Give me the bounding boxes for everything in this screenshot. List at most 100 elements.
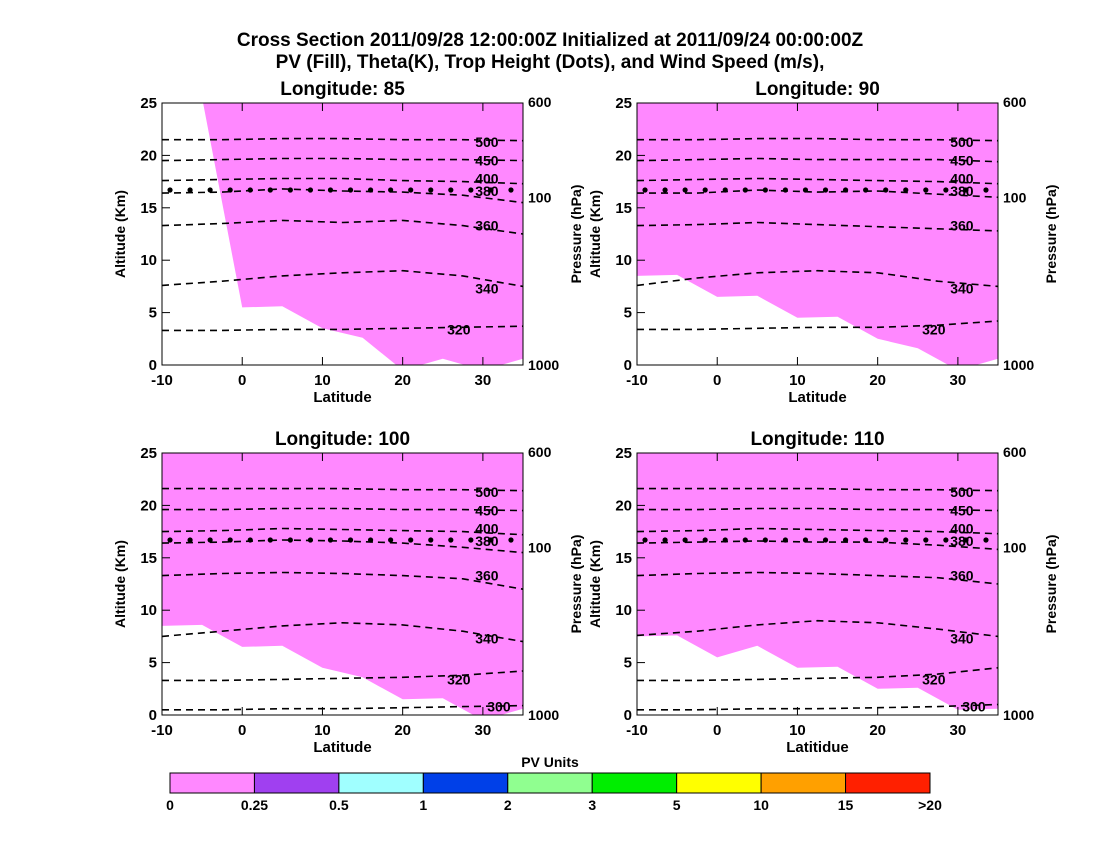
trop-height-dot: [662, 537, 668, 543]
x-tick-label: 10: [314, 372, 331, 389]
trop-height-dot: [307, 187, 314, 193]
x-tick-label: -10: [626, 372, 648, 389]
y-axis-label: Altitude (Km): [587, 190, 603, 278]
theta-label: 320: [447, 321, 471, 337]
y-tick-label: 15: [140, 200, 157, 217]
theta-label: 300: [962, 699, 986, 715]
trop-height-dot: [642, 537, 648, 543]
trop-height-dot: [983, 187, 989, 193]
theta-label: 450: [950, 503, 974, 519]
trop-height-dot: [267, 537, 273, 543]
theta-label: 360: [950, 568, 974, 584]
trop-height-dot: [408, 537, 414, 543]
y-tick-label: 5: [149, 305, 157, 322]
x-tick-label: 10: [789, 722, 806, 739]
y-tick-label: 5: [149, 655, 157, 672]
theta-label: 450: [475, 153, 499, 169]
trop-height-dot: [722, 187, 728, 193]
theta-label: 380: [475, 533, 499, 549]
panel-3: [161, 452, 524, 716]
theta-contour-380: [162, 539, 523, 554]
figure-title-line2: PV (Fill), Theta(K), Trop Height (Dots),…: [275, 52, 825, 73]
axes-frame: [636, 452, 999, 716]
y-tick-label: 20: [140, 147, 157, 164]
theta-label: 500: [475, 484, 499, 500]
theta-label: 400: [950, 520, 974, 536]
trop-height-dot: [863, 187, 869, 193]
trop-height-dot: [388, 537, 394, 543]
trop-height-dot: [963, 187, 969, 193]
colorbar-swatch: [338, 772, 424, 794]
trop-height-dot: [883, 537, 889, 543]
theta-label: 450: [950, 153, 974, 169]
trop-height-dot: [207, 187, 213, 193]
colorbar-swatch: [591, 772, 678, 794]
x-tick-label: 20: [394, 722, 411, 739]
trop-height-dot: [983, 537, 989, 543]
panel-title: Longitude: 110: [750, 429, 884, 450]
trop-height-dot: [408, 187, 414, 193]
y-tick-label: 25: [615, 95, 632, 112]
pressure-axis-label: Pressure (hPa): [568, 535, 584, 634]
trop-height-dot: [187, 537, 193, 543]
pressure-tick-label: 1000: [528, 707, 559, 723]
panel-1: [161, 102, 524, 366]
colorbar-title: PV Units: [521, 754, 579, 770]
trop-height-dot: [742, 187, 748, 193]
x-tick-label: 0: [238, 372, 246, 389]
y-tick-label: 20: [140, 497, 157, 514]
theta-label: 340: [950, 280, 974, 296]
trop-height-dot: [247, 187, 253, 193]
theta-label: 320: [922, 671, 946, 687]
x-tick-label: 10: [314, 722, 331, 739]
x-tick-label: 10: [789, 372, 806, 389]
pressure-tick-label: 100: [528, 540, 552, 556]
trop-height-dot: [428, 187, 434, 193]
y-tick-label: 15: [615, 200, 632, 217]
x-tick-label: -10: [151, 722, 173, 739]
trop-height-dot: [388, 187, 394, 193]
x-tick-label: 0: [713, 722, 721, 739]
theta-contour-380: [637, 189, 998, 199]
trop-height-dot: [468, 187, 474, 193]
axes-frame: [161, 452, 524, 716]
theta-contour-340: [162, 621, 523, 643]
trop-height-dot: [842, 537, 849, 543]
trop-height-dot: [802, 187, 809, 193]
trop-height-dot: [167, 187, 173, 193]
colorbar-swatch: [253, 772, 340, 794]
panel-title: Longitude: 100: [275, 429, 410, 450]
colorbar: [169, 772, 931, 794]
y-axis-label: Altitude (Km): [112, 540, 128, 628]
trop-height-dot: [903, 537, 909, 543]
trop-height-dot: [508, 187, 514, 193]
y-tick-label: 25: [615, 445, 632, 462]
trop-height-dot: [943, 537, 949, 543]
trop-height-dot: [762, 187, 768, 193]
x-tick-label: 30: [475, 722, 492, 739]
theta-contour-320: [637, 320, 998, 331]
y-tick-label: 25: [140, 445, 157, 462]
y-axis-label: Altitude (Km): [587, 540, 603, 628]
trop-height-dot: [327, 537, 334, 543]
y-tick-label: 0: [149, 707, 157, 724]
pressure-top-label: 600: [528, 94, 552, 110]
theta-contour-320: [162, 325, 523, 332]
trop-height-dot: [863, 537, 869, 543]
theta-label: 500: [950, 134, 974, 150]
colorbar-tick-label: 0: [166, 797, 174, 813]
theta-label: 360: [475, 568, 499, 584]
trop-height-dot: [742, 537, 748, 543]
colorbar-tick-label: 0.5: [329, 797, 349, 813]
theta-contour-400: [637, 527, 998, 535]
axes-frame: [161, 102, 524, 366]
trop-height-dot: [762, 537, 768, 543]
trop-height-dot: [782, 187, 789, 193]
trop-height-dot: [722, 537, 728, 543]
trop-height-dot: [207, 537, 213, 543]
plot-area: [637, 103, 998, 365]
trop-height-dot: [822, 187, 829, 193]
theta-contour-380: [637, 540, 998, 551]
theta-contour-360: [162, 219, 523, 235]
y-tick-label: 0: [149, 357, 157, 374]
